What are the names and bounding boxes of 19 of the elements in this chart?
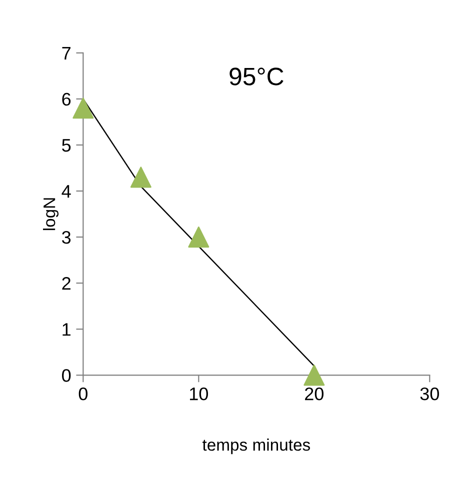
y-tick-label: 4 — [62, 185, 71, 198]
point — [188, 226, 210, 248]
x-tick-label: 30 — [420, 387, 439, 400]
y-tick-label: 1 — [62, 323, 70, 336]
point — [130, 166, 152, 188]
y-tick-label: 3 — [62, 231, 71, 244]
y-tick-label: 5 — [62, 139, 71, 152]
y-tick-label: 6 — [62, 92, 71, 106]
y-tick-label: 7 — [62, 47, 70, 60]
x-tick-label: 20 — [305, 387, 324, 400]
point — [304, 364, 325, 386]
y-tick-label: 2 — [62, 277, 70, 290]
x-tick-label: 10 — [190, 387, 208, 400]
x-axis-title: temps minutes — [202, 438, 310, 454]
y-axis-title: logN — [43, 198, 59, 230]
chart-title: 95°C — [230, 68, 284, 86]
point — [72, 98, 94, 119]
x-tick-label: 0 — [78, 387, 88, 400]
y-tick-label: 0 — [62, 369, 71, 382]
